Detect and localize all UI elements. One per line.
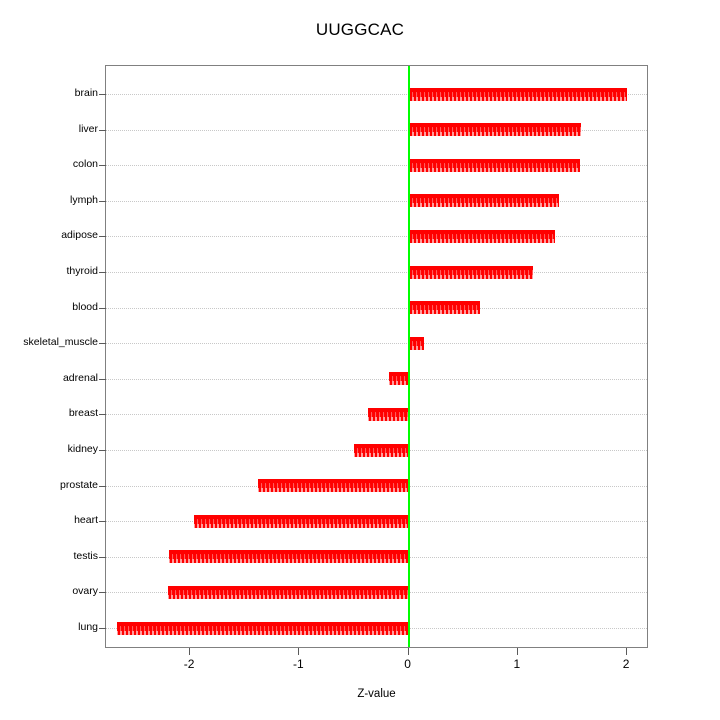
y-axis-tick <box>99 165 106 167</box>
y-axis-tick-label: breast <box>68 407 98 420</box>
gridline <box>106 94 647 96</box>
y-axis-tick <box>99 592 106 594</box>
x-axis-tick-label: -2 <box>183 657 195 671</box>
y-axis-tick <box>99 556 106 558</box>
x-axis-tick <box>298 648 300 655</box>
y-axis-tick-label: kidney <box>67 443 98 456</box>
x-axis-tick <box>516 648 518 655</box>
gridline <box>106 343 647 345</box>
y-axis-tick <box>99 200 106 202</box>
x-axis-tick-label: 2 <box>622 657 630 671</box>
y-axis-tick <box>99 307 106 309</box>
bar <box>194 514 409 528</box>
y-axis-tick-label: lung <box>78 621 98 633</box>
bar <box>368 407 410 421</box>
y-axis-tick <box>99 129 106 131</box>
y-axis-tick-label: heart <box>74 514 98 527</box>
y-axis-tick-label: lymph <box>69 193 98 206</box>
bar <box>116 621 409 635</box>
bar <box>168 585 409 599</box>
zero-reference-line <box>407 66 410 647</box>
y-axis-tick <box>99 236 106 238</box>
bar <box>408 336 425 350</box>
gridline <box>106 307 647 309</box>
y-axis-tick <box>99 378 106 380</box>
bar <box>169 550 409 564</box>
y-axis-tick-label: colon <box>72 158 98 171</box>
bar <box>388 372 409 386</box>
y-axis-tick-label: testis <box>73 549 98 562</box>
y-axis-tick <box>99 628 106 629</box>
y-axis-tick-label: adipose <box>61 229 98 242</box>
y-axis-tick-label: skeletal_muscle <box>23 336 98 349</box>
gridline <box>106 236 647 238</box>
y-axis-tick-label: adrenal <box>62 371 98 384</box>
bar <box>408 301 480 315</box>
y-axis-tick <box>99 94 106 96</box>
y-axis-tick <box>99 521 106 523</box>
y-axis-tick <box>99 272 106 274</box>
x-axis-tick <box>626 648 628 655</box>
y-axis-tick <box>99 343 106 345</box>
gridline <box>106 165 647 167</box>
bar <box>408 265 534 279</box>
x-axis-tick <box>189 648 191 655</box>
bar <box>408 158 581 172</box>
y-axis-tick <box>99 485 106 487</box>
bar <box>408 87 628 101</box>
x-axis-tick-label: 0 <box>404 657 411 671</box>
x-axis-tick <box>407 648 409 655</box>
x-axis-title: Z-value <box>357 688 396 700</box>
y-axis-tick <box>99 450 106 452</box>
gridline <box>106 272 647 274</box>
chart-title: UUGGCAC <box>315 20 405 39</box>
y-axis-tick-label: blood <box>72 300 98 313</box>
y-axis-tick-label: prostate <box>60 478 98 491</box>
bar <box>408 123 582 137</box>
y-axis-tick-label: brain <box>74 87 98 100</box>
x-axis-tick-label: -1 <box>293 657 304 671</box>
bar <box>257 479 409 493</box>
plot-panel <box>99 65 648 648</box>
y-axis-tick-label: thyroid <box>66 265 98 278</box>
gridline <box>106 378 647 380</box>
y-axis-tick-label: liver <box>78 122 98 135</box>
x-axis-tick-label: 1 <box>513 657 521 671</box>
plot-area <box>99 66 647 647</box>
bar <box>408 229 556 243</box>
x-axis: -2 -1 0 1 2 <box>105 648 648 688</box>
gridline <box>106 200 647 202</box>
gridline <box>106 129 647 131</box>
y-axis-tick <box>99 414 106 416</box>
bar <box>354 443 409 457</box>
bar <box>408 194 560 208</box>
y-axis-tick-label: ovary <box>72 585 98 598</box>
